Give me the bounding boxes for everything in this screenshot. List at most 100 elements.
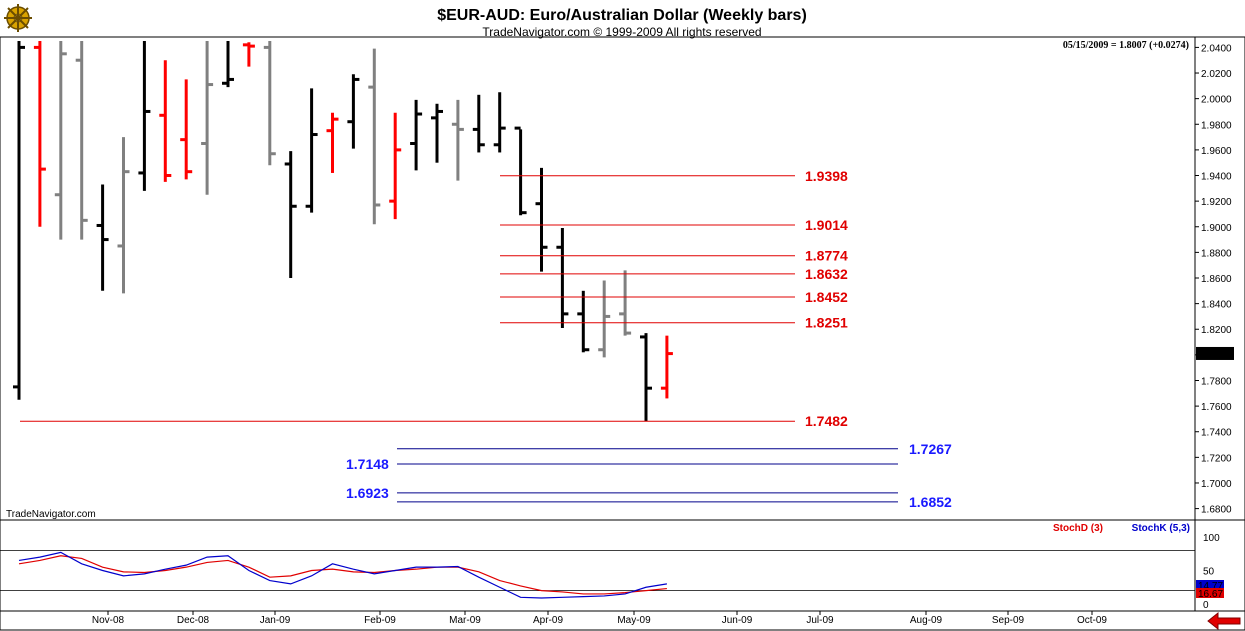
stochK-line <box>18 551 667 599</box>
price-tick-label: 2.0400 <box>1201 43 1232 54</box>
ohlc-bar <box>138 41 151 191</box>
month-label: Oct-09 <box>1077 611 1107 626</box>
ohlc-bar <box>556 228 569 328</box>
price-tick-label: 1.9000 <box>1201 223 1232 234</box>
ship-wheel-logo-icon[interactable] <box>4 4 32 32</box>
ohlc-bar <box>159 60 172 182</box>
price-tick-label: 1.6800 <box>1201 505 1232 516</box>
ohlc-bar <box>284 151 297 278</box>
price-tick-label: 1.8800 <box>1201 248 1232 259</box>
chart-title: $EUR-AUD: Euro/Australian Dollar (Weekly… <box>437 7 807 24</box>
svg-text:Feb-09: Feb-09 <box>364 615 396 626</box>
legend-stochD: StochD (3) <box>1053 523 1103 534</box>
price-tick-label: 2.0200 <box>1201 69 1232 80</box>
chart-subtitle: TradeNavigator.com © 1999-2009 All right… <box>482 25 761 39</box>
stoch-tick-label: 50 <box>1203 567 1215 578</box>
price-tick-label: 1.9200 <box>1201 197 1232 208</box>
ohlc-bar <box>472 94 485 153</box>
price-tick-label: 1.7600 <box>1201 402 1232 413</box>
month-label: Jul-09 <box>806 611 834 626</box>
svg-text:Jan-09: Jan-09 <box>260 615 291 626</box>
last-price-label: 1.8007 <box>1198 350 1229 361</box>
svg-text:Aug-09: Aug-09 <box>910 615 943 626</box>
watermark: TradeNavigator.com <box>6 509 96 520</box>
price-tick-label: 1.7800 <box>1201 376 1232 387</box>
price-tick-label: 1.7400 <box>1201 428 1232 439</box>
ohlc-bar <box>263 41 276 166</box>
month-label: Apr-09 <box>533 611 563 626</box>
stochastic-lines <box>0 550 1195 599</box>
ohlc-bar <box>535 167 548 272</box>
resistance-label: 1.8251 <box>805 315 848 331</box>
resistance-label: 1.9398 <box>805 168 848 184</box>
ohlc-bar <box>96 184 109 291</box>
resistance-label: 1.8632 <box>805 266 848 282</box>
price-tick-label: 1.7000 <box>1201 479 1232 490</box>
projection-label: 1.7148 <box>346 456 389 472</box>
last-price-info: 05/15/2009 = 1.8007 (+0.0274) <box>1063 40 1189 51</box>
ohlc-bar <box>13 41 25 400</box>
price-axis-ticks: 2.0400 2.0200 2.0000 1.9800 1.9600 1.9400 1.92… <box>1195 43 1232 516</box>
stochK-last-marker <box>1196 580 1224 590</box>
ohlc-bar <box>640 333 652 422</box>
month-label: Sep-09 <box>992 611 1025 626</box>
month-label: Aug-09 <box>910 611 943 626</box>
price-tick-label: 1.8200 <box>1201 325 1232 336</box>
red-left-arrow-icon[interactable] <box>1207 611 1241 631</box>
price-bars <box>13 41 673 422</box>
resistance-label: 1.9014 <box>805 217 848 233</box>
svg-text:Oct-09: Oct-09 <box>1077 615 1107 626</box>
month-label: Nov-08 <box>92 611 125 626</box>
resistance-label: 1.8774 <box>805 248 848 264</box>
ohlc-bar <box>431 103 443 163</box>
date-axis-labels: Nov-08 Dec-08 Jan-09 Feb-09 Mar-09 Apr-09 May-… <box>92 611 1107 626</box>
month-label: Jun-09 <box>722 611 753 626</box>
stoch-tick-label: 0 <box>1203 600 1209 611</box>
svg-text:Jun-09: Jun-09 <box>722 615 753 626</box>
stochK-last-label: 14.77 <box>1198 581 1223 592</box>
month-label: Feb-09 <box>364 611 396 626</box>
ohlc-bar <box>305 88 318 213</box>
projection-label: 1.6852 <box>909 494 952 510</box>
ohlc-bar <box>117 137 130 294</box>
stochD-last-label: 16.67 <box>1198 589 1223 600</box>
svg-text:May-09: May-09 <box>617 615 651 626</box>
stoch-axis-ticks: 100 50 0 <box>1203 533 1220 611</box>
ohlc-bar <box>201 41 214 195</box>
svg-text:Apr-09: Apr-09 <box>533 615 563 626</box>
svg-text:Sep-09: Sep-09 <box>992 615 1025 626</box>
svg-text:Nov-08: Nov-08 <box>92 615 125 626</box>
svg-text:Mar-09: Mar-09 <box>449 615 481 626</box>
legend-stochK: StochK (5,3) <box>1132 523 1190 534</box>
stochD-line <box>18 555 667 595</box>
ohlc-bar <box>347 74 360 149</box>
ohlc-bar <box>577 290 590 353</box>
ohlc-bar <box>75 41 88 240</box>
price-tick-label: 1.8400 <box>1201 300 1232 311</box>
ohlc-bar <box>619 270 632 336</box>
price-tick-label: 1.8600 <box>1201 274 1232 285</box>
resistance-label: 1.7482 <box>805 413 848 429</box>
resistance-label: 1.8452 <box>805 289 848 305</box>
ohlc-bar <box>222 41 234 88</box>
last-price-marker <box>1196 346 1234 360</box>
price-tick-label: 1.7200 <box>1201 453 1232 464</box>
price-tick-label: 1.9600 <box>1201 146 1232 157</box>
ohlc-bar <box>493 92 506 153</box>
ohlc-bar <box>33 41 46 227</box>
ohlc-bar <box>242 42 255 67</box>
projection-label: 1.7267 <box>909 441 952 457</box>
month-label: Jan-09 <box>260 611 291 626</box>
projection-label: 1.6923 <box>346 485 389 501</box>
month-label: Mar-09 <box>449 611 481 626</box>
price-tick-label: 1.9800 <box>1201 120 1232 131</box>
price-tick-label: 1.9400 <box>1201 172 1232 183</box>
stoch-tick-label: 100 <box>1203 533 1220 544</box>
ohlc-bar <box>451 99 464 181</box>
ohlc-bar <box>326 112 339 173</box>
stochD-last-marker <box>1196 588 1224 598</box>
ohlc-bar <box>180 79 193 180</box>
ohlc-bar <box>389 112 402 220</box>
month-label: May-09 <box>617 611 651 626</box>
